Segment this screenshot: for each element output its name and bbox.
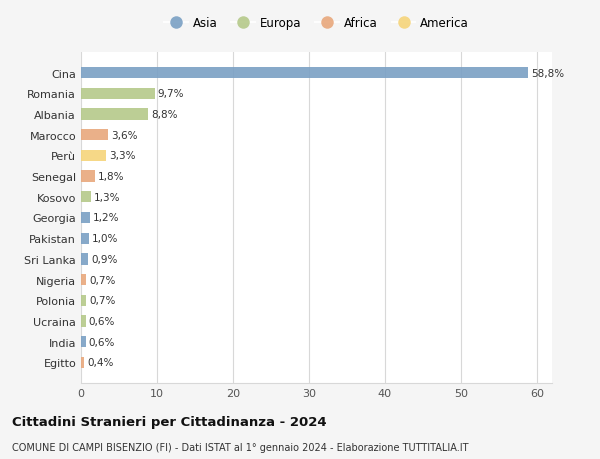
Text: 0,4%: 0,4%	[87, 358, 113, 368]
Text: 9,7%: 9,7%	[158, 89, 184, 99]
Bar	[81, 295, 86, 306]
Bar	[81, 130, 109, 141]
Text: 0,6%: 0,6%	[89, 316, 115, 326]
Text: 0,6%: 0,6%	[89, 337, 115, 347]
Legend: Asia, Europa, Africa, America: Asia, Europa, Africa, America	[160, 12, 473, 35]
Text: 3,3%: 3,3%	[109, 151, 136, 161]
Text: 0,9%: 0,9%	[91, 254, 117, 264]
Text: 8,8%: 8,8%	[151, 110, 178, 120]
Bar	[81, 336, 86, 347]
Bar	[81, 192, 91, 203]
Text: Cittadini Stranieri per Cittadinanza - 2024: Cittadini Stranieri per Cittadinanza - 2…	[12, 415, 326, 428]
Text: COMUNE DI CAMPI BISENZIO (FI) - Dati ISTAT al 1° gennaio 2024 - Elaborazione TUT: COMUNE DI CAMPI BISENZIO (FI) - Dati IST…	[12, 442, 469, 452]
Text: 3,6%: 3,6%	[112, 130, 138, 140]
Bar	[81, 171, 95, 182]
Text: 0,7%: 0,7%	[89, 296, 116, 306]
Bar	[81, 316, 86, 327]
Text: 1,3%: 1,3%	[94, 192, 121, 202]
Bar	[81, 274, 86, 285]
Bar	[81, 68, 527, 79]
Text: 0,7%: 0,7%	[89, 275, 116, 285]
Text: 1,8%: 1,8%	[98, 172, 124, 182]
Bar	[81, 151, 106, 162]
Bar	[81, 213, 90, 224]
Text: 1,2%: 1,2%	[93, 213, 119, 223]
Text: 58,8%: 58,8%	[531, 68, 564, 78]
Bar	[81, 109, 148, 120]
Bar	[81, 89, 155, 100]
Text: 1,0%: 1,0%	[92, 234, 118, 244]
Bar	[81, 357, 84, 368]
Bar	[81, 254, 88, 265]
Bar	[81, 233, 89, 244]
